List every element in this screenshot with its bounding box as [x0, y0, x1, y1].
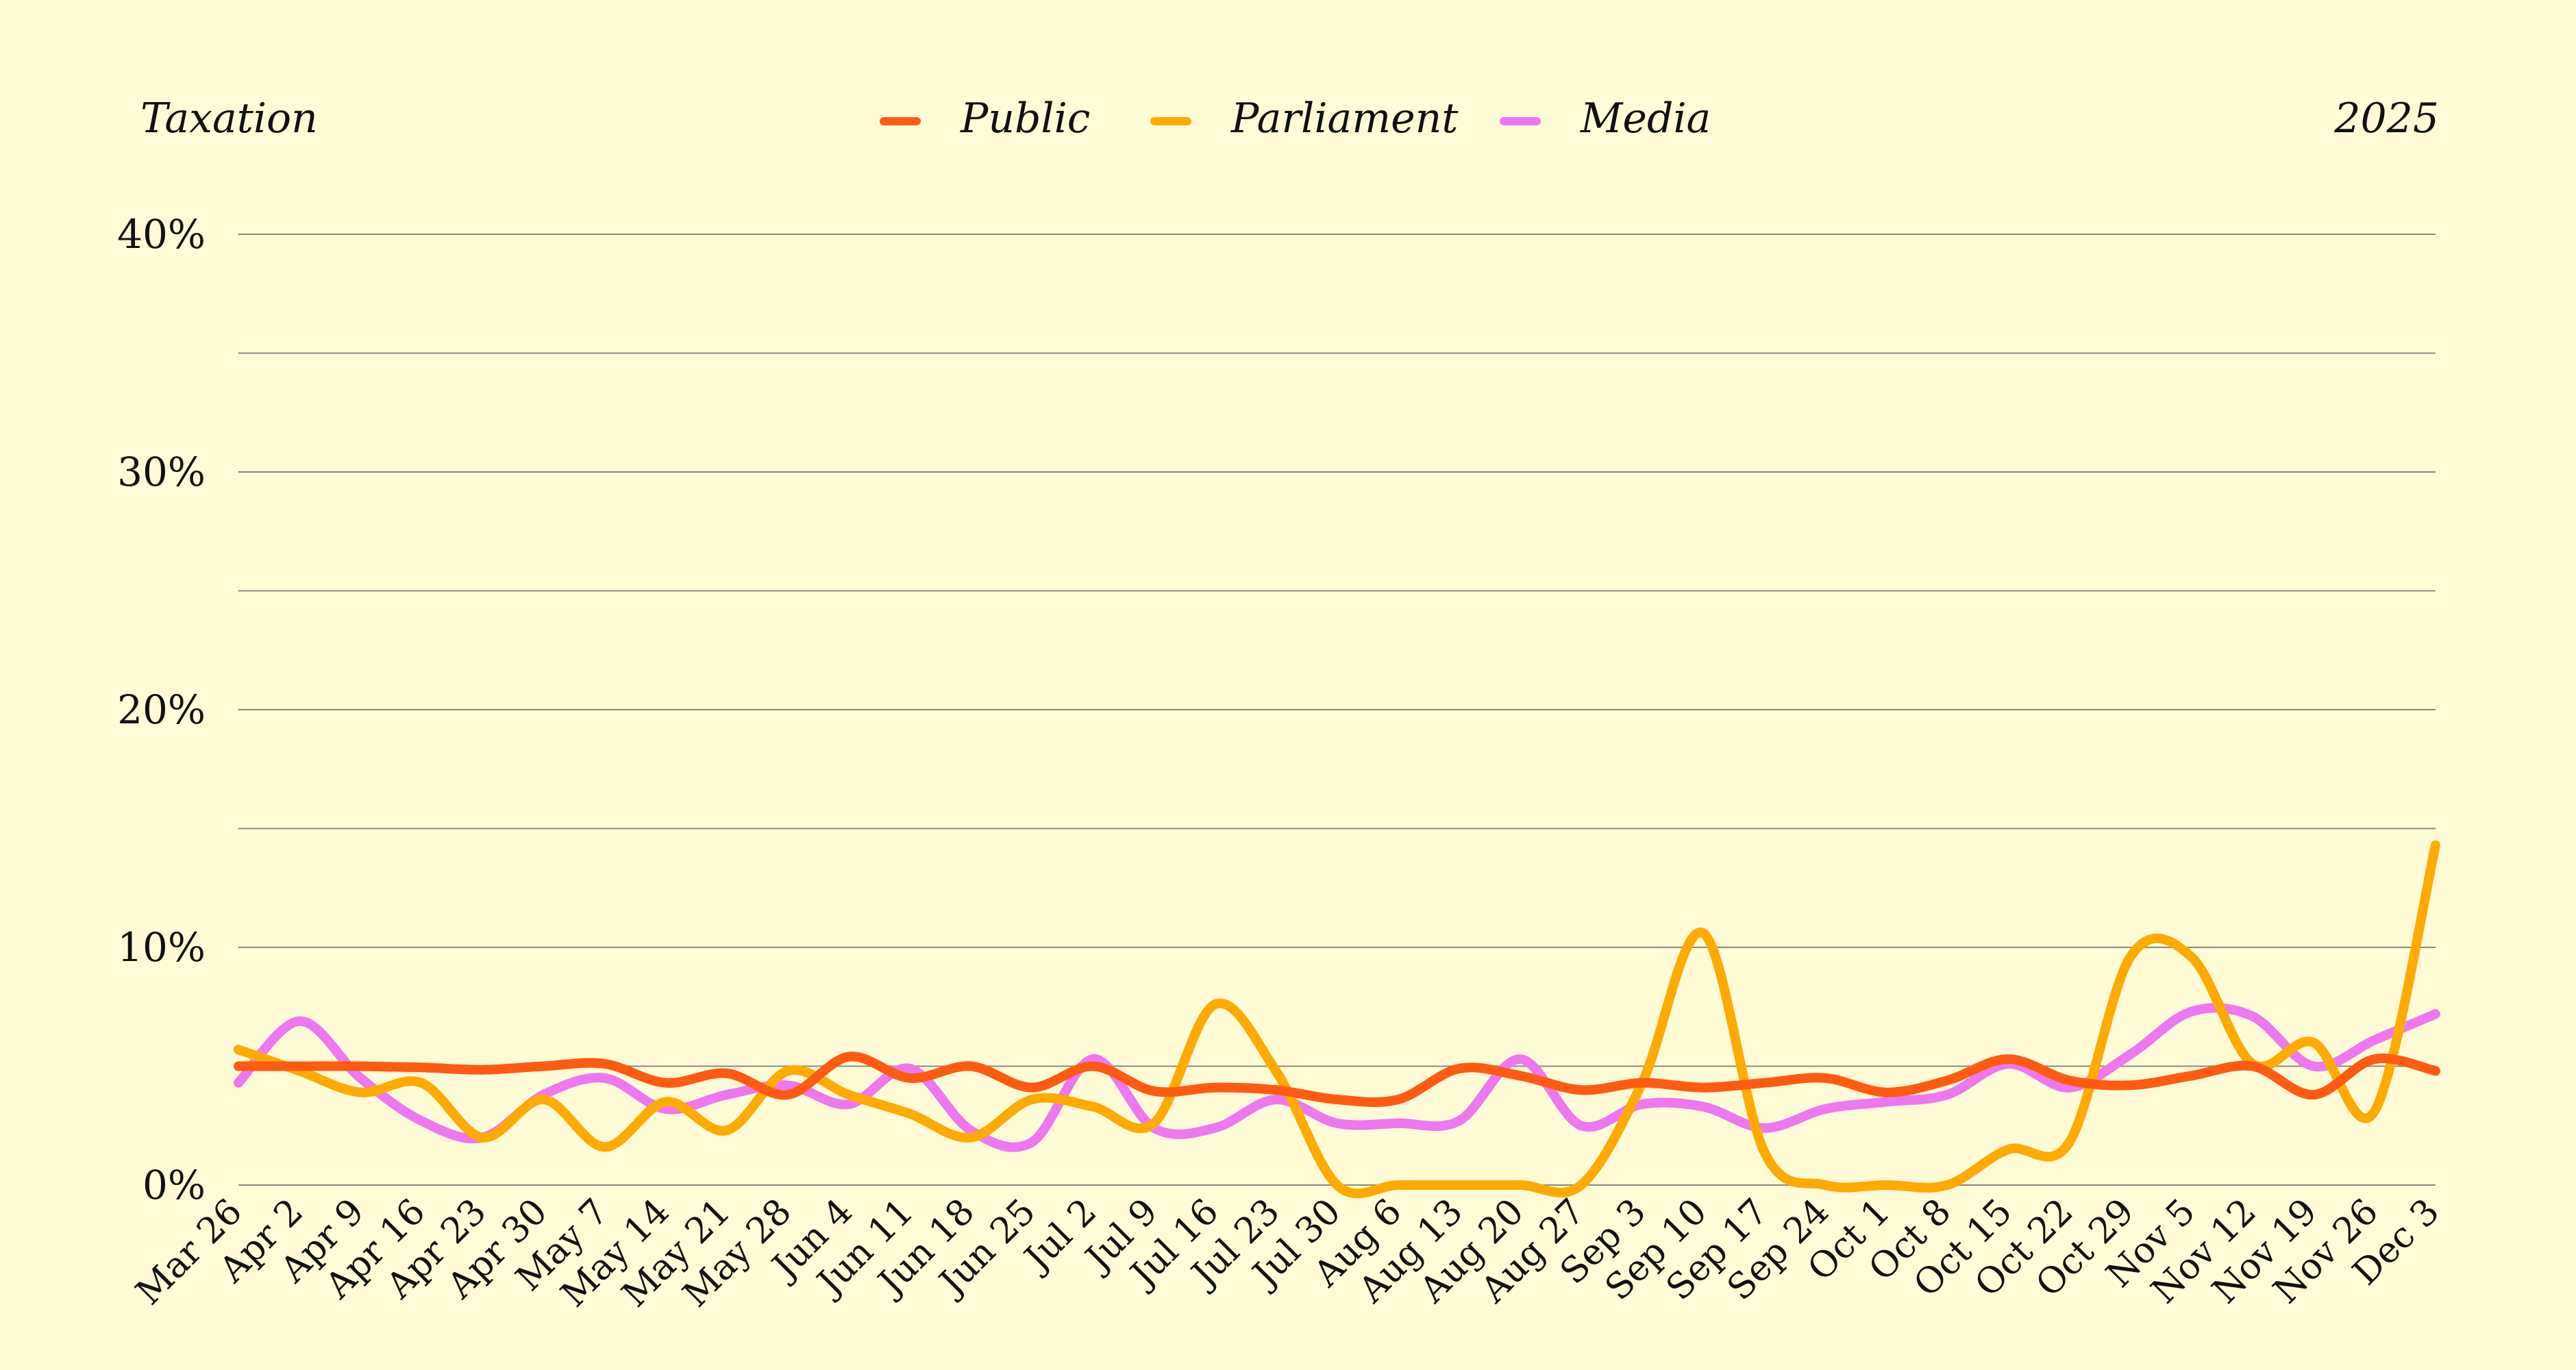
chart-title: Taxation: [140, 95, 318, 142]
legend-label-parliament: Parliament: [1230, 95, 1459, 142]
chart-header: Taxation 2025: [140, 95, 2439, 142]
y-axis-ticks: 0% 10% 20% 30% 40%: [117, 211, 206, 1208]
legend-label-media: Media: [1580, 95, 1711, 142]
series-line-media: [234, 1003, 2440, 1152]
series-lines: [234, 840, 2440, 1199]
y-tick-label: 0%: [143, 1162, 206, 1208]
y-tick-label: 10%: [117, 924, 206, 971]
series-line-parliament: [234, 840, 2440, 1199]
legend-label-public: Public: [960, 95, 1090, 142]
series-line-public: [234, 1051, 2440, 1108]
y-tick-label: 40%: [117, 211, 206, 258]
y-tick-label: 20%: [117, 686, 206, 733]
legend: Public Parliament Media: [880, 95, 1711, 142]
y-tick-label: 30%: [117, 449, 206, 495]
year-label: 2025: [2333, 95, 2439, 142]
